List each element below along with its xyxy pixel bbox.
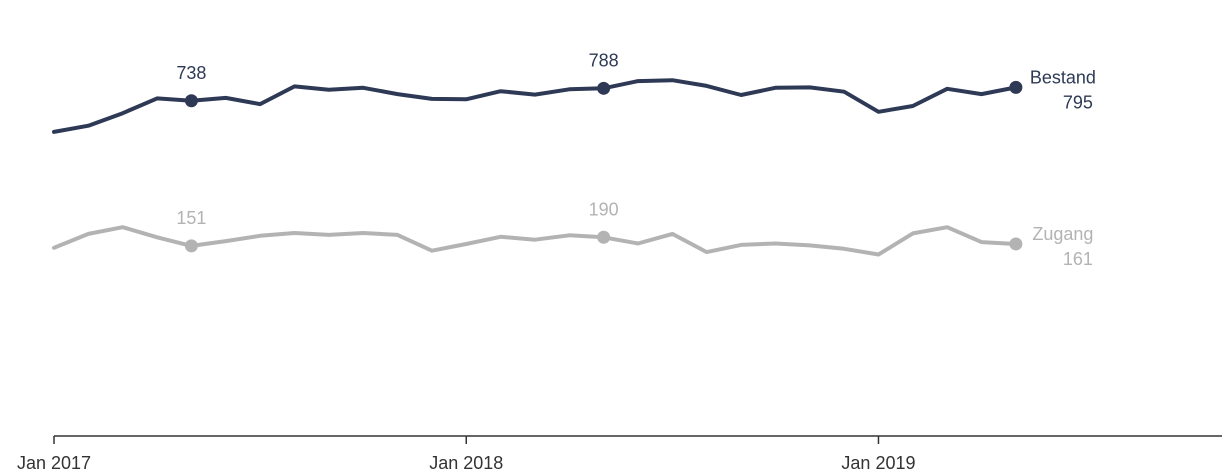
- x-tick-label-2: Jan 2019: [841, 453, 915, 473]
- x-tick-label-0: Jan 2017: [17, 453, 91, 473]
- point-zugang-1: [597, 230, 611, 244]
- series-zugang: 151 190 Zugang 161: [52, 199, 1093, 269]
- series-line-bestand: [52, 78, 1018, 134]
- point-bestand-0: [184, 94, 198, 108]
- series-layer: 738 788 Bestand 795 151 190 Zugang 161: [52, 50, 1096, 269]
- data-label-zugang-0: 151: [176, 208, 206, 228]
- series-bestand: 738 788 Bestand 795: [52, 50, 1096, 134]
- series-name-bestand: Bestand: [1030, 67, 1096, 87]
- end-label-bestand: 795: [1063, 92, 1093, 112]
- x-tick-label-1: Jan 2018: [429, 453, 503, 473]
- point-zugang-0: [184, 239, 198, 253]
- data-label-zugang-1: 190: [589, 199, 619, 219]
- series-name-zugang: Zugang: [1032, 224, 1093, 244]
- end-label-zugang: 161: [1063, 249, 1093, 269]
- series-line-zugang: [52, 225, 1018, 257]
- data-label-bestand-1: 788: [589, 50, 619, 70]
- point-bestand-1: [597, 81, 611, 95]
- x-axis: Jan 2017 Jan 2018 Jan 2019: [17, 435, 1222, 473]
- data-label-bestand-0: 738: [176, 63, 206, 83]
- point-zugang-2: [1009, 237, 1023, 251]
- point-bestand-2: [1009, 80, 1023, 94]
